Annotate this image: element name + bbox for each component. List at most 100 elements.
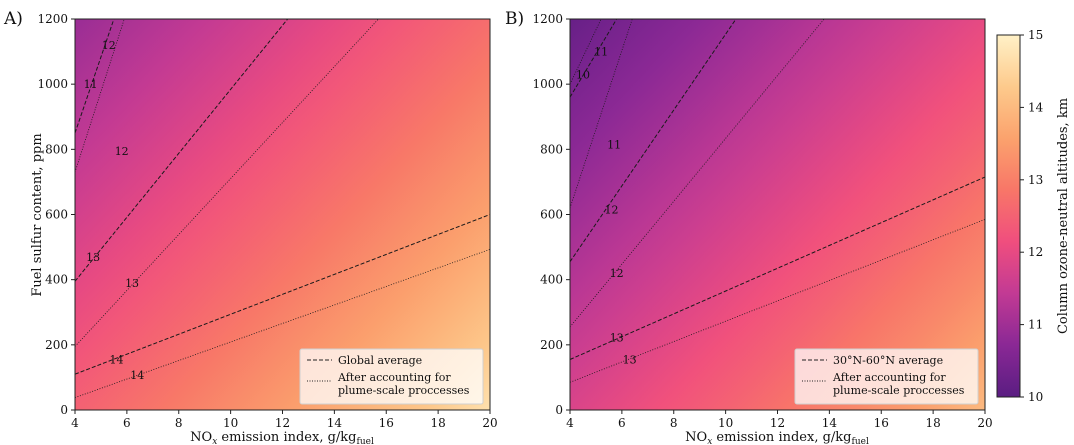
panel-a-x-tick-label: 4 <box>71 416 79 430</box>
panel-a-x-tick-label: 6 <box>123 416 131 430</box>
panel-a-y-axis: 0 200 400 600 800 1000 1200 <box>37 12 75 417</box>
panel-a-contour-label: 12 <box>102 39 116 52</box>
panel-a-x-axis-label-part2: emission index, g/kg <box>217 430 356 445</box>
panel-a-contour-label: 13 <box>86 251 100 264</box>
panel-a-x-axis-label-sub1: x <box>212 437 217 445</box>
legend-line-1: After accounting for <box>832 371 946 384</box>
panel-a-legend-label-0: Global average <box>338 354 422 367</box>
panel-b-contour-label: 13 <box>610 332 624 345</box>
panel-b-contours <box>569 18 986 383</box>
panel-b-x-axis-label-part1: NO <box>685 430 707 445</box>
panel-b-x-tick-label: 10 <box>718 416 733 430</box>
panel-a-contour-dashed-0 <box>74 18 115 134</box>
panel-b-legend-box <box>794 348 979 405</box>
colorbar-tick-label: 15 <box>1028 28 1043 42</box>
panel-b-contour-label: 12 <box>605 204 619 217</box>
legend-line-2: plume-scale proccesses <box>833 384 965 397</box>
panel-a-contour-labels: 12 11 12 13 13 14 14 <box>84 39 145 382</box>
panel-b-y-tick-label: 800 <box>540 142 563 156</box>
panel-a-x-axis-label: NOx emission index, g/kgfuel <box>190 430 374 445</box>
panel-b-x-axis-label-sub2: fuel <box>851 437 868 445</box>
panel-a-y-tick-label: 1200 <box>37 12 68 26</box>
panel-a-contour-label: 11 <box>84 78 98 91</box>
panel-a-y-tick-label: 800 <box>45 142 68 156</box>
panel-b-y-axis: 0 200 400 600 800 1000 1200 <box>532 12 570 417</box>
colorbar: 10 11 12 13 14 15 Column ozone-neutral altitu… <box>996 28 1071 404</box>
panel-b: B) 11 10 11 12 12 13 13 4 6 8 10 12 14 16 18 20 0 200 40… <box>505 9 993 445</box>
panel-a-label: A) <box>3 9 23 29</box>
panel-b-y-tick-label: 200 <box>540 338 563 352</box>
panel-a-heatmap <box>75 19 490 410</box>
panel-b-legend-label-1: After accounting for plume-scale proccess… <box>832 371 965 397</box>
panel-b-x-axis-label-sub1: x <box>707 437 712 445</box>
panel-b-contour-dashed-0 <box>569 18 618 98</box>
panel-a-contours <box>74 18 491 398</box>
colorbar-tick-label: 11 <box>1028 318 1043 332</box>
panel-b-x-tick-label: 14 <box>822 416 838 430</box>
panel-a-contour-label: 13 <box>125 277 139 290</box>
panel-a-x-tick-label: 14 <box>327 416 343 430</box>
panel-b-x-tick-label: 20 <box>977 416 992 430</box>
panel-b-y-tick-label: 400 <box>540 273 563 287</box>
panel-b-contour-dashed-1 <box>569 18 737 263</box>
panel-a-contour-dashed-1 <box>74 18 289 282</box>
colorbar-label: Column ozone-neutral altitudes, km <box>1056 98 1071 334</box>
panel-b-x-tick-label: 8 <box>670 416 678 430</box>
panel-a-contour-dotted-3 <box>74 18 125 173</box>
panel-b-legend-label-0: 30°N-60°N average <box>833 354 943 367</box>
panel-a-y-tick-label: 1000 <box>37 77 68 91</box>
colorbar-tick-label: 14 <box>1028 100 1044 114</box>
panel-b-legend: 30°N-60°N average After accounting for pl… <box>794 348 979 405</box>
panel-a-contour-dashed-2 <box>74 214 491 375</box>
panel-a-x-axis: 4 6 8 10 12 14 16 18 20 <box>71 410 498 430</box>
panel-a-contour-label: 14 <box>130 369 144 382</box>
panel-a-y-tick-label: 400 <box>45 273 68 287</box>
panel-b-contour-dotted-4 <box>569 18 633 209</box>
panel-b-contour-label: 12 <box>610 267 624 280</box>
panel-a-y-axis-label: Fuel sulfur content, ppm <box>30 133 45 296</box>
panel-b-x-axis: 4 6 8 10 12 14 16 18 20 <box>566 410 993 430</box>
panel-a-contour-dotted-4 <box>74 18 379 347</box>
panel-a-x-tick-label: 18 <box>430 416 445 430</box>
panel-b-contour-label: 13 <box>623 353 637 366</box>
panel-b-contour-label: 10 <box>576 68 590 81</box>
panel-a-y-tick-label: 200 <box>45 338 68 352</box>
panel-b-x-tick-label: 12 <box>770 416 785 430</box>
colorbar-ticks: 10 11 12 13 14 15 <box>1020 28 1044 404</box>
panel-a-legend: Global average After accounting for plume… <box>299 348 484 405</box>
panel-a-x-tick-label: 10 <box>223 416 238 430</box>
panel-b-x-tick-label: 18 <box>925 416 940 430</box>
panel-b-contour-labels: 11 10 11 12 12 13 13 <box>576 46 637 367</box>
colorbar-gradient <box>996 34 1021 398</box>
panel-a-x-axis-label-part1: NO <box>190 430 212 445</box>
panel-b-contour-dashed-2 <box>569 176 986 360</box>
panel-b-contour-label: 11 <box>607 138 621 151</box>
legend-line-1: After accounting for <box>337 371 451 384</box>
colorbar-tick-label: 10 <box>1028 390 1043 404</box>
panel-a-x-axis-label-sub2: fuel <box>356 437 373 445</box>
panel-b-contour-label: 11 <box>594 46 608 59</box>
panel-b-contour-dotted-3 <box>569 18 602 85</box>
panel-a-x-tick-label: 20 <box>482 416 497 430</box>
panel-a: A) 12 11 12 13 13 14 14 4 6 8 10 12 14 16 18 20 0 200 40… <box>3 9 498 445</box>
panel-a-contour-dotted-5 <box>74 248 491 398</box>
panel-b-x-tick-label: 4 <box>566 416 574 430</box>
panel-b-x-tick-label: 6 <box>618 416 626 430</box>
panel-b-y-tick-label: 1000 <box>532 77 563 91</box>
panel-a-y-tick-label: 0 <box>60 403 68 417</box>
panel-a-contour-label: 12 <box>115 145 129 158</box>
panel-b-y-tick-label: 0 <box>555 403 563 417</box>
panel-b-y-tick-label: 1200 <box>532 12 563 26</box>
panel-a-y-tick-label: 600 <box>45 208 68 222</box>
panel-b-x-axis-label: NOx emission index, g/kgfuel <box>685 430 869 445</box>
panel-a-x-tick-label: 12 <box>275 416 290 430</box>
colorbar-tick-label: 13 <box>1028 173 1043 187</box>
panel-b-x-axis-label-part2: emission index, g/kg <box>712 430 851 445</box>
panel-a-legend-label-1: After accounting for plume-scale proccess… <box>337 371 470 397</box>
panel-a-legend-box <box>299 348 484 405</box>
panel-b-x-tick-label: 16 <box>874 416 889 430</box>
legend-line-2: plume-scale proccesses <box>338 384 470 397</box>
panel-b-heatmap <box>570 19 985 410</box>
panel-a-contour-label: 14 <box>110 353 124 366</box>
